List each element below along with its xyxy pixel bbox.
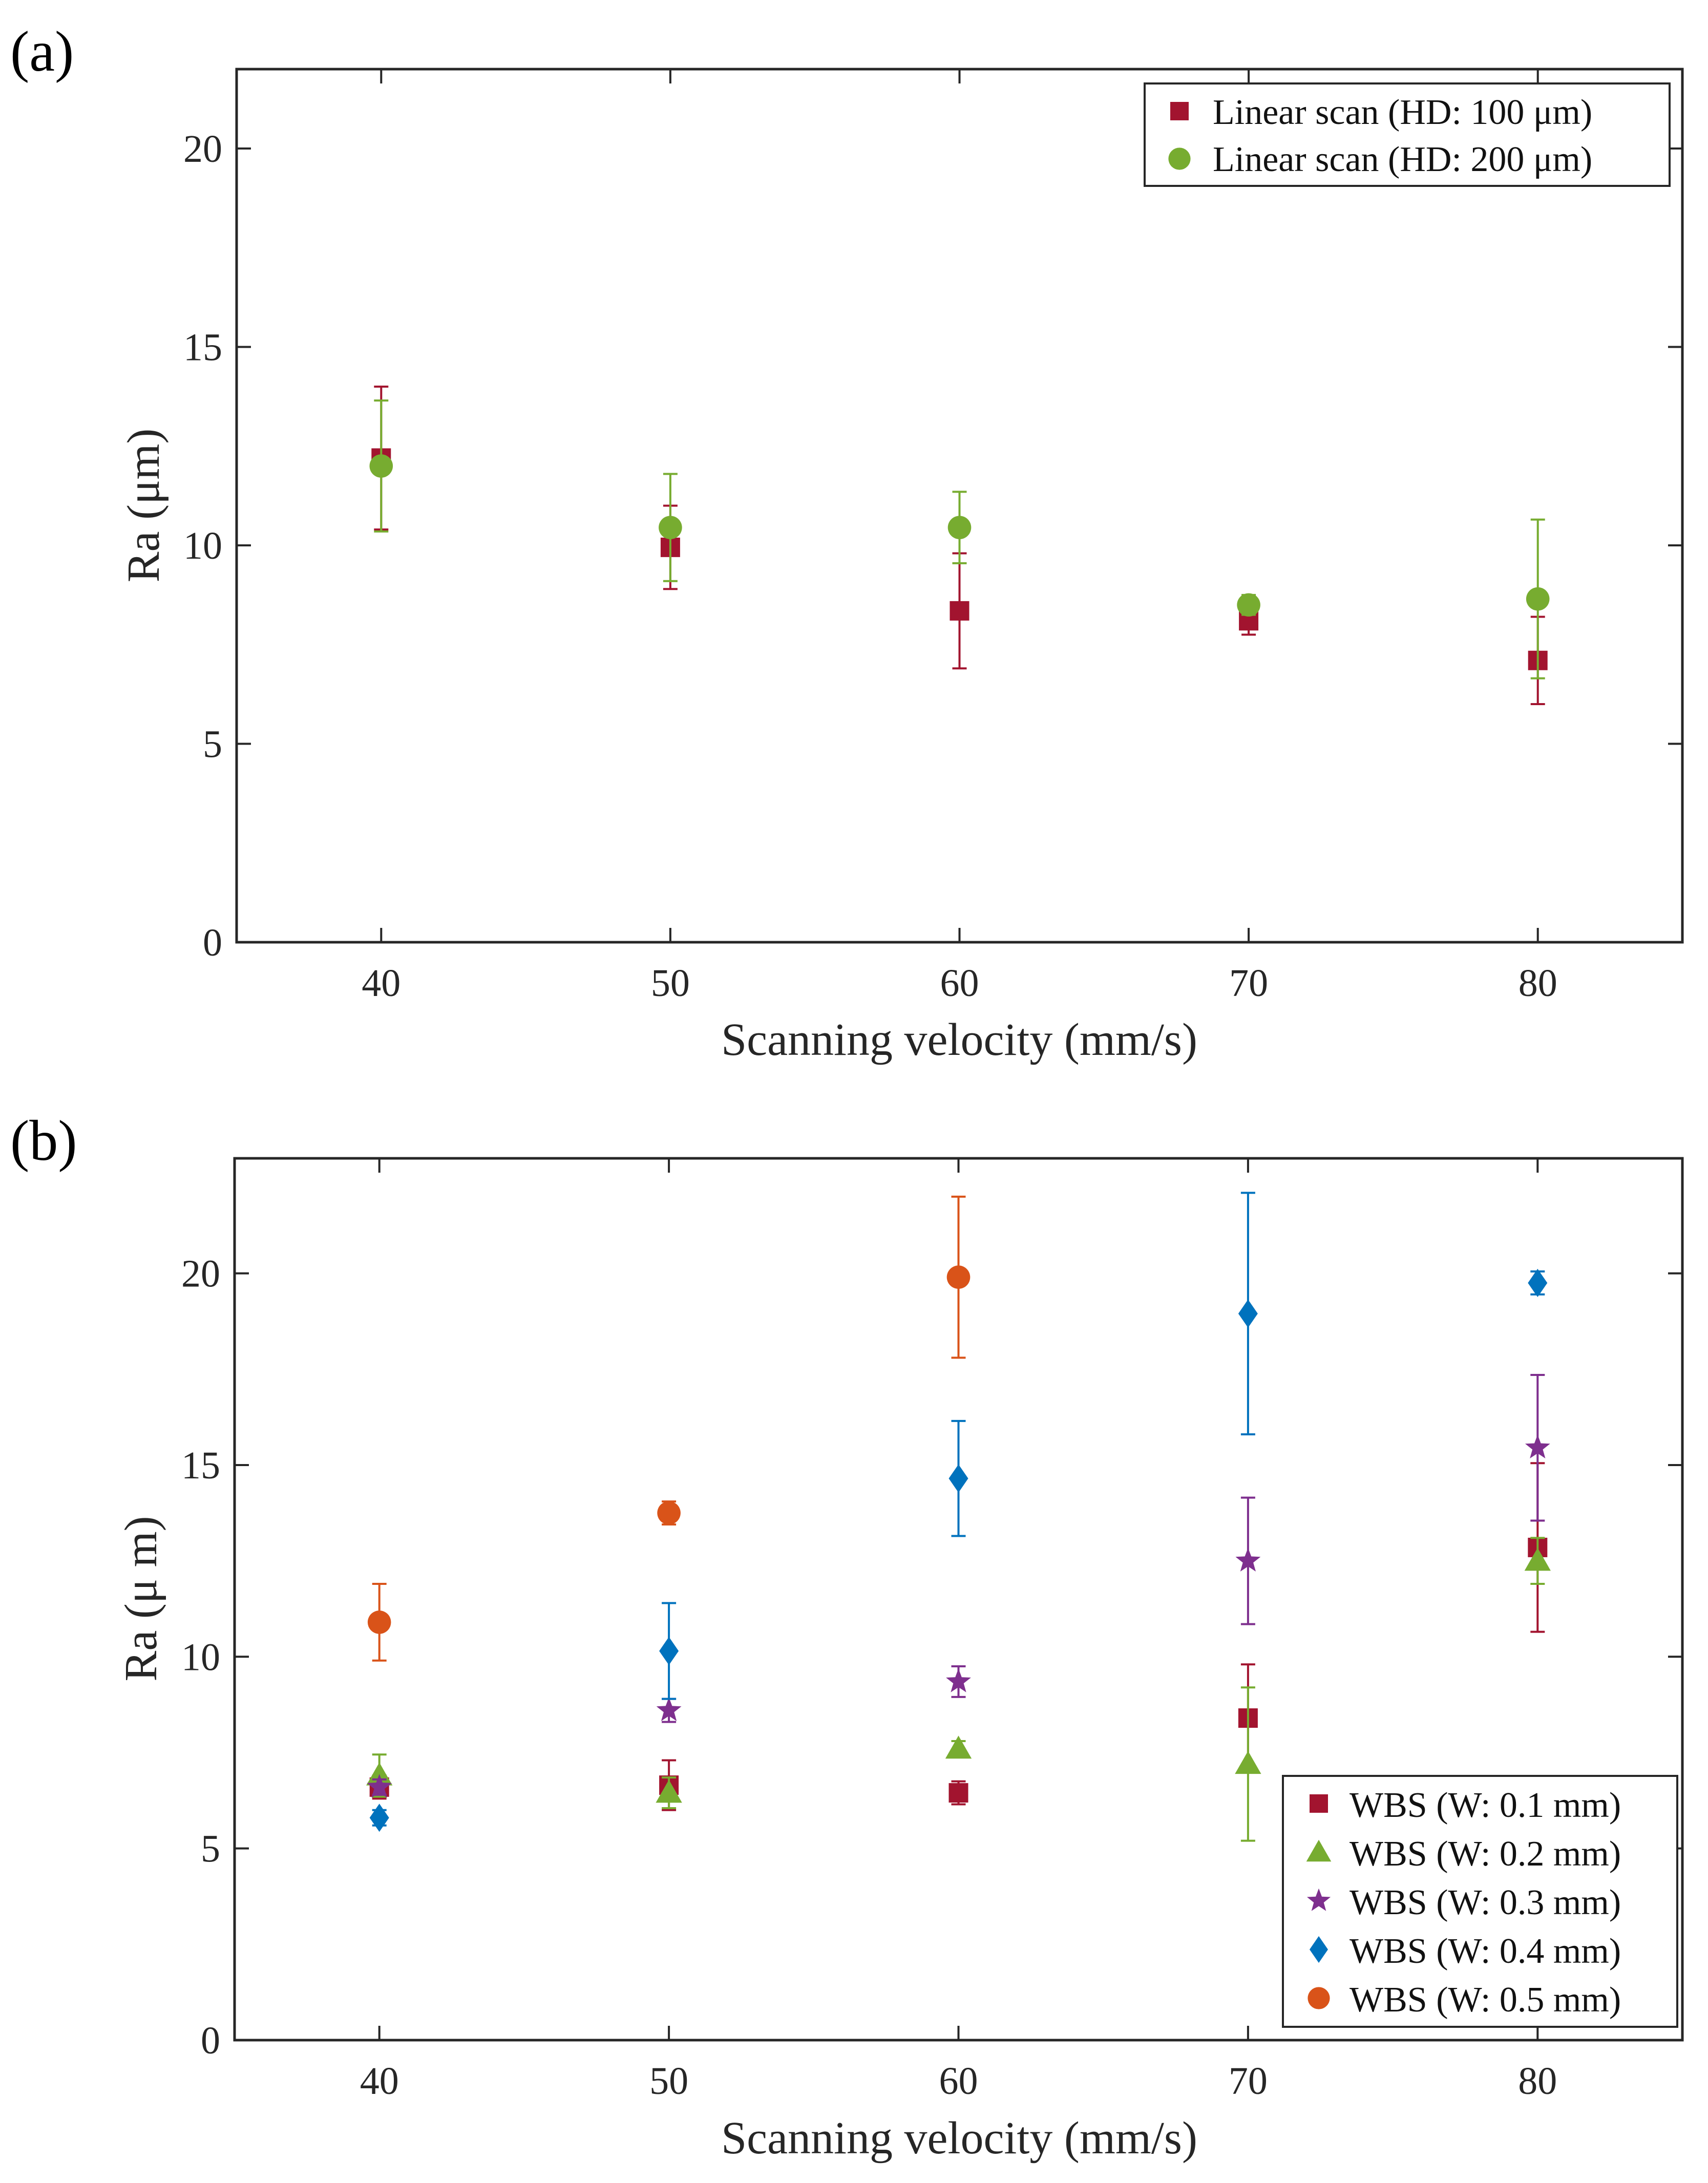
panel-b-legend-box xyxy=(1282,1775,1678,2028)
panel-a-x-tick-label: 40 xyxy=(362,962,400,1005)
panel-b-series-1-point xyxy=(945,1735,972,1759)
panel-b-y-tick-label: 0 xyxy=(201,2019,220,2062)
panel-a-series-1 xyxy=(369,399,1550,680)
panel-a-legend-marker-1 xyxy=(1168,147,1191,170)
panel-b-series-2-point xyxy=(946,1668,971,1692)
panel-a-series-0-point xyxy=(950,601,969,621)
panel-a-legend-markers xyxy=(1168,102,1191,170)
panel-a-y-tick-label: 20 xyxy=(183,128,222,171)
panel-b-series-2-point xyxy=(367,1774,392,1798)
panel-b-legend-label-3: WBS (W: 0.4 mm) xyxy=(1349,1932,1621,1971)
panel-b-y-ticks: 0 5 10 15 20 xyxy=(181,1253,1682,2062)
panel-a-x-ticks: 40 50 60 70 80 xyxy=(362,69,1557,1005)
panel-b-y-axis-title: Ra (μ m) xyxy=(116,1516,166,1681)
panel-b-legend-label-0: WBS (W: 0.1 mm) xyxy=(1349,1786,1621,1825)
panel-b-x-tick-label: 60 xyxy=(939,2060,978,2103)
panel-b-x-tick-label: 70 xyxy=(1229,2060,1268,2103)
panel-b-legend-marker-0 xyxy=(1310,1794,1328,1813)
panel-b-legend-marker-4 xyxy=(1308,1987,1330,2009)
panel-a-y-ticks: 0 5 10 15 20 xyxy=(183,128,1682,964)
panel-a-legend-label-0: Linear scan (HD: 100 μm) xyxy=(1213,93,1592,132)
panel-b-legend-marker-2 xyxy=(1306,1888,1331,1911)
panel-a-y-axis-title: Ra (μm) xyxy=(118,429,169,583)
panel-b-series-3-point xyxy=(1528,1268,1548,1297)
panel-a-legend: Linear scan (HD: 100 μm) Linear scan (HD… xyxy=(1144,82,1671,187)
panel-a-series-1-point xyxy=(947,516,972,539)
panel-b-legend-label-4: WBS (W: 0.5 mm) xyxy=(1349,1980,1621,2020)
panel-b-x-ticks: 40 50 60 70 80 xyxy=(360,1158,1557,2103)
panel-a-series-1-point xyxy=(1237,593,1260,617)
panel-a-y-tick-label: 5 xyxy=(203,723,222,766)
panel-b-series-4-point xyxy=(367,1610,391,1634)
panel-a-x-tick-label: 60 xyxy=(940,962,979,1005)
panel-b-series-1-point xyxy=(1524,1548,1551,1571)
panel-a-legend-label-1: Linear scan (HD: 200 μm) xyxy=(1213,140,1592,179)
panel-b-series-1-point xyxy=(656,1779,682,1803)
panel-b-x-axis-title: Scanning velocity (mm/s) xyxy=(721,2113,1197,2164)
panel-b-y-tick-label: 15 xyxy=(181,1444,220,1487)
panel-b-x-tick-label: 80 xyxy=(1518,2060,1557,2103)
panel-a-y-tick-label: 10 xyxy=(183,524,222,567)
panel-a-x-tick-label: 50 xyxy=(651,962,690,1005)
panel-a-data-marks xyxy=(369,386,1550,705)
panel-b-y-tick-label: 5 xyxy=(201,1828,220,1871)
panel-a-series-1-point xyxy=(369,454,393,478)
panel-b-series-4-point xyxy=(657,1501,681,1525)
panel-b-legend: WBS (W: 0.1 mm) WBS (W: 0.2 mm) WBS (W: … xyxy=(1282,1775,1678,2028)
panel-a-series-1-point xyxy=(1526,587,1550,611)
panel-b-data-marks xyxy=(366,1192,1551,1842)
panel-a-legend-box xyxy=(1144,82,1671,187)
panel-b-series-2-point xyxy=(656,1697,682,1721)
panel-b-series-1-point xyxy=(1235,1751,1261,1774)
panel-b-y-tick-label: 20 xyxy=(181,1253,220,1296)
panel-a-x-tick-label: 80 xyxy=(1519,962,1557,1005)
panel-b-legend-label-2: WBS (W: 0.3 mm) xyxy=(1349,1883,1621,1922)
panel-b-x-tick-label: 40 xyxy=(360,2060,399,2103)
panel-a-x-axis-title: Scanning velocity (mm/s) xyxy=(721,1014,1197,1065)
panel-b-series-0-point xyxy=(948,1783,968,1803)
panel-b-series-2-point xyxy=(1235,1548,1261,1572)
panel-a-label: (a) xyxy=(10,20,74,83)
panel-b-legend-markers xyxy=(1306,1794,1332,2009)
panel-b-series-4 xyxy=(367,1195,971,1662)
panel-a-y-tick-label: 0 xyxy=(203,921,222,964)
panel-a-series-1-point xyxy=(659,516,682,539)
panel-a-legend-marker-0 xyxy=(1170,102,1189,120)
panel-b-series-3 xyxy=(369,1192,1548,1832)
panel-b-label: (b) xyxy=(10,1109,77,1173)
panel-b-y-tick-label: 10 xyxy=(181,1636,220,1679)
panel-b-legend-marker-3 xyxy=(1310,1936,1328,1963)
panel-b-series-2-point xyxy=(1525,1434,1550,1458)
panel-b-legend-label-1: WBS (W: 0.2 mm) xyxy=(1349,1834,1621,1874)
panel-b-series-3-point xyxy=(659,1637,679,1665)
panel-b-legend-marker-1 xyxy=(1306,1839,1332,1862)
panel-b-series-3-point xyxy=(369,1804,389,1832)
panel-b-x-tick-label: 50 xyxy=(649,2060,688,2103)
panel-a: (a) 40 50 60 70 80 0 5 10 15 20 Scanning velocit… xyxy=(10,20,1684,1065)
panel-b-series-4-point xyxy=(946,1265,971,1289)
panel-a-x-tick-label: 70 xyxy=(1229,962,1268,1005)
panel-b-series-3-point xyxy=(1238,1299,1258,1328)
panel-b: (b) 40 50 60 70 80 0 5 10 15 20 Scanning velocit… xyxy=(10,1109,1684,2164)
panel-a-y-tick-label: 15 xyxy=(183,326,222,369)
panel-b-series-3-point xyxy=(948,1464,968,1493)
